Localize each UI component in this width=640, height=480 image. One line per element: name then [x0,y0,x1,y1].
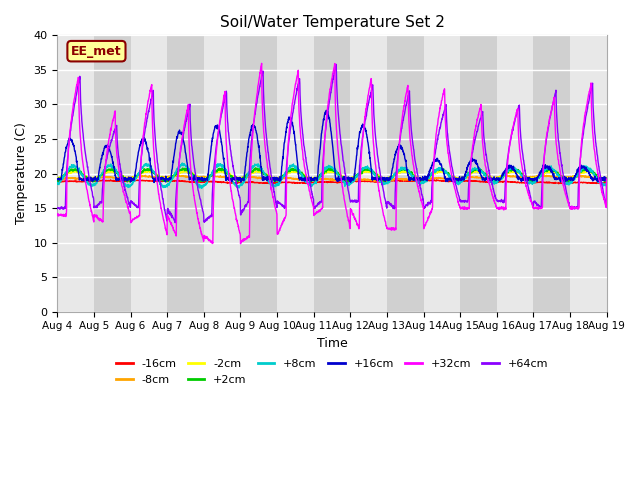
X-axis label: Time: Time [317,337,348,350]
Bar [533,36,570,312]
Bar [350,36,387,312]
Bar [94,36,131,312]
Legend: -16cm, -8cm, -2cm, +2cm, +8cm, +16cm, +32cm, +64cm: -16cm, -8cm, -2cm, +2cm, +8cm, +16cm, +3… [111,355,552,389]
Title: Soil/Water Temperature Set 2: Soil/Water Temperature Set 2 [220,15,444,30]
Bar [58,36,94,312]
Bar [204,36,241,312]
Bar [497,36,533,312]
Bar [167,36,204,312]
Y-axis label: Temperature (C): Temperature (C) [15,122,28,225]
Bar [460,36,497,312]
Bar [570,36,607,312]
Text: EE_met: EE_met [71,45,122,58]
Bar [241,36,277,312]
Bar [277,36,314,312]
Bar [387,36,424,312]
Bar [424,36,460,312]
Bar [131,36,167,312]
Bar [314,36,350,312]
